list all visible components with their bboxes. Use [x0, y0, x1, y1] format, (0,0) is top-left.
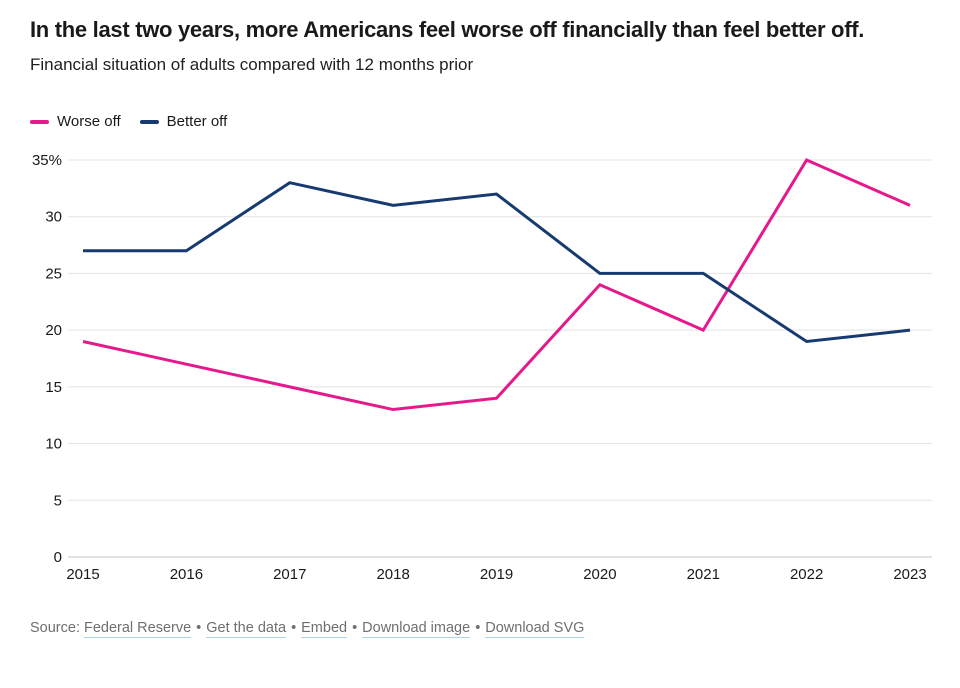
footer-separator: • [196, 620, 202, 636]
x-tick-label-2017: 2017 [273, 566, 306, 583]
x-tick-label-2023: 2023 [893, 566, 926, 583]
line-chart-svg: 0 5 10 15 20 25 30 35% 2015 2016 2017 2018 2019 2020 2… [32, 152, 932, 583]
x-tick-label-2021: 2021 [687, 566, 720, 583]
legend-label-worse-off: Worse off [57, 113, 121, 130]
series-line-better-off [83, 181, 911, 344]
x-tick-label-2022: 2022 [790, 566, 823, 583]
x-tick-label-2018: 2018 [376, 566, 409, 583]
series-line-worse-off [82, 158, 911, 412]
y-tick-label-0: 0 [54, 549, 62, 566]
y-tick-label-5: 5 [54, 492, 62, 509]
legend-swatch-worse-off [30, 120, 49, 124]
footer-link-download-image[interactable]: Download image [362, 620, 471, 638]
legend-item-worse-off: Worse off [30, 113, 121, 131]
x-tick-label-2016: 2016 [170, 566, 203, 583]
legend-swatch-better-off [139, 120, 159, 124]
y-tick-label-30: 30 [45, 209, 62, 226]
chart-header: In the last two years, more Americans fe… [0, 14, 960, 76]
x-tick-label-2019: 2019 [480, 566, 513, 583]
legend-label-better-off: Better off [166, 113, 228, 130]
footer-separator: • [475, 620, 481, 636]
y-tick-label-20: 20 [45, 322, 62, 339]
line-chart: 0 5 10 15 20 25 30 35% 2015 2016 2017 2018 2019 2020 2… [0, 137, 960, 594]
y-tick-label-35: 35% [32, 152, 62, 169]
legend-item-better-off: Better off [139, 113, 228, 131]
source-prefix: Source: [30, 620, 80, 636]
x-tick-label-2020: 2020 [583, 566, 616, 583]
footer-link-download-svg[interactable]: Download SVG [485, 620, 585, 638]
chart-legend: Worse off Better off [0, 113, 960, 131]
y-tick-label-10: 10 [45, 436, 62, 453]
y-tick-label-15: 15 [45, 379, 62, 396]
chart-footer: Source: Federal Reserve • Get the data • Embe… [0, 620, 960, 638]
y-tick-label-25: 25 [45, 265, 62, 282]
chart-title: In the last two years, more Americans fe… [30, 17, 865, 42]
footer-separator: • [291, 620, 297, 636]
x-tick-label-2015: 2015 [66, 566, 99, 583]
chart-subtitle: Financial situation of adults compared w… [30, 55, 474, 74]
footer-link-embed[interactable]: Embed [301, 620, 348, 638]
footer-separator: • [352, 620, 358, 636]
footer-link-get-the-data[interactable]: Get the data [206, 620, 287, 638]
footer-link-federal-reserve[interactable]: Federal Reserve [83, 620, 192, 638]
